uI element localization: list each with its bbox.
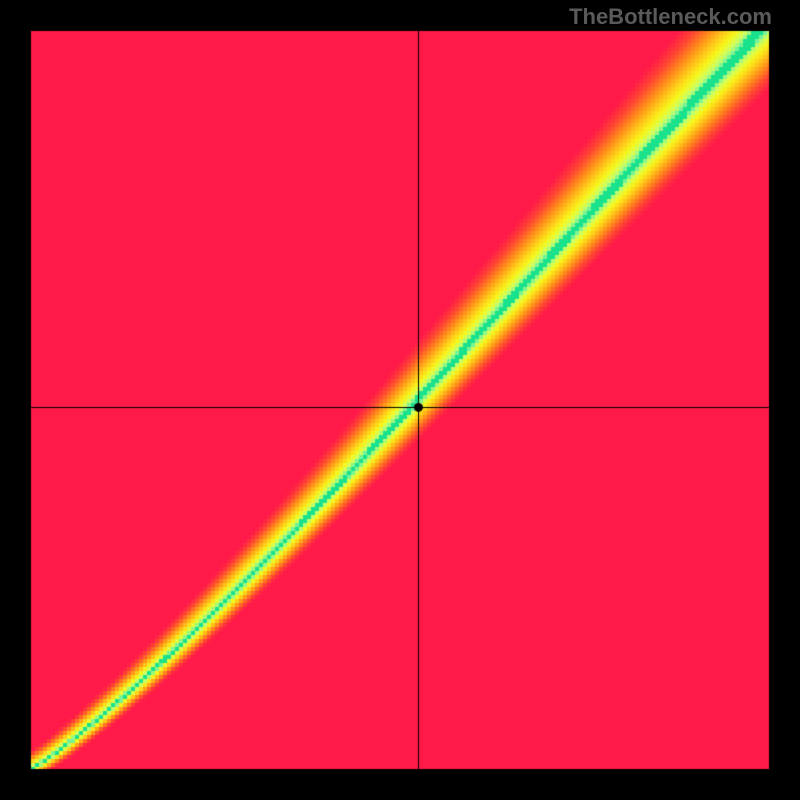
bottleneck-heatmap [0,0,800,800]
chart-container: TheBottleneck.com [0,0,800,800]
watermark-text: TheBottleneck.com [569,4,772,30]
